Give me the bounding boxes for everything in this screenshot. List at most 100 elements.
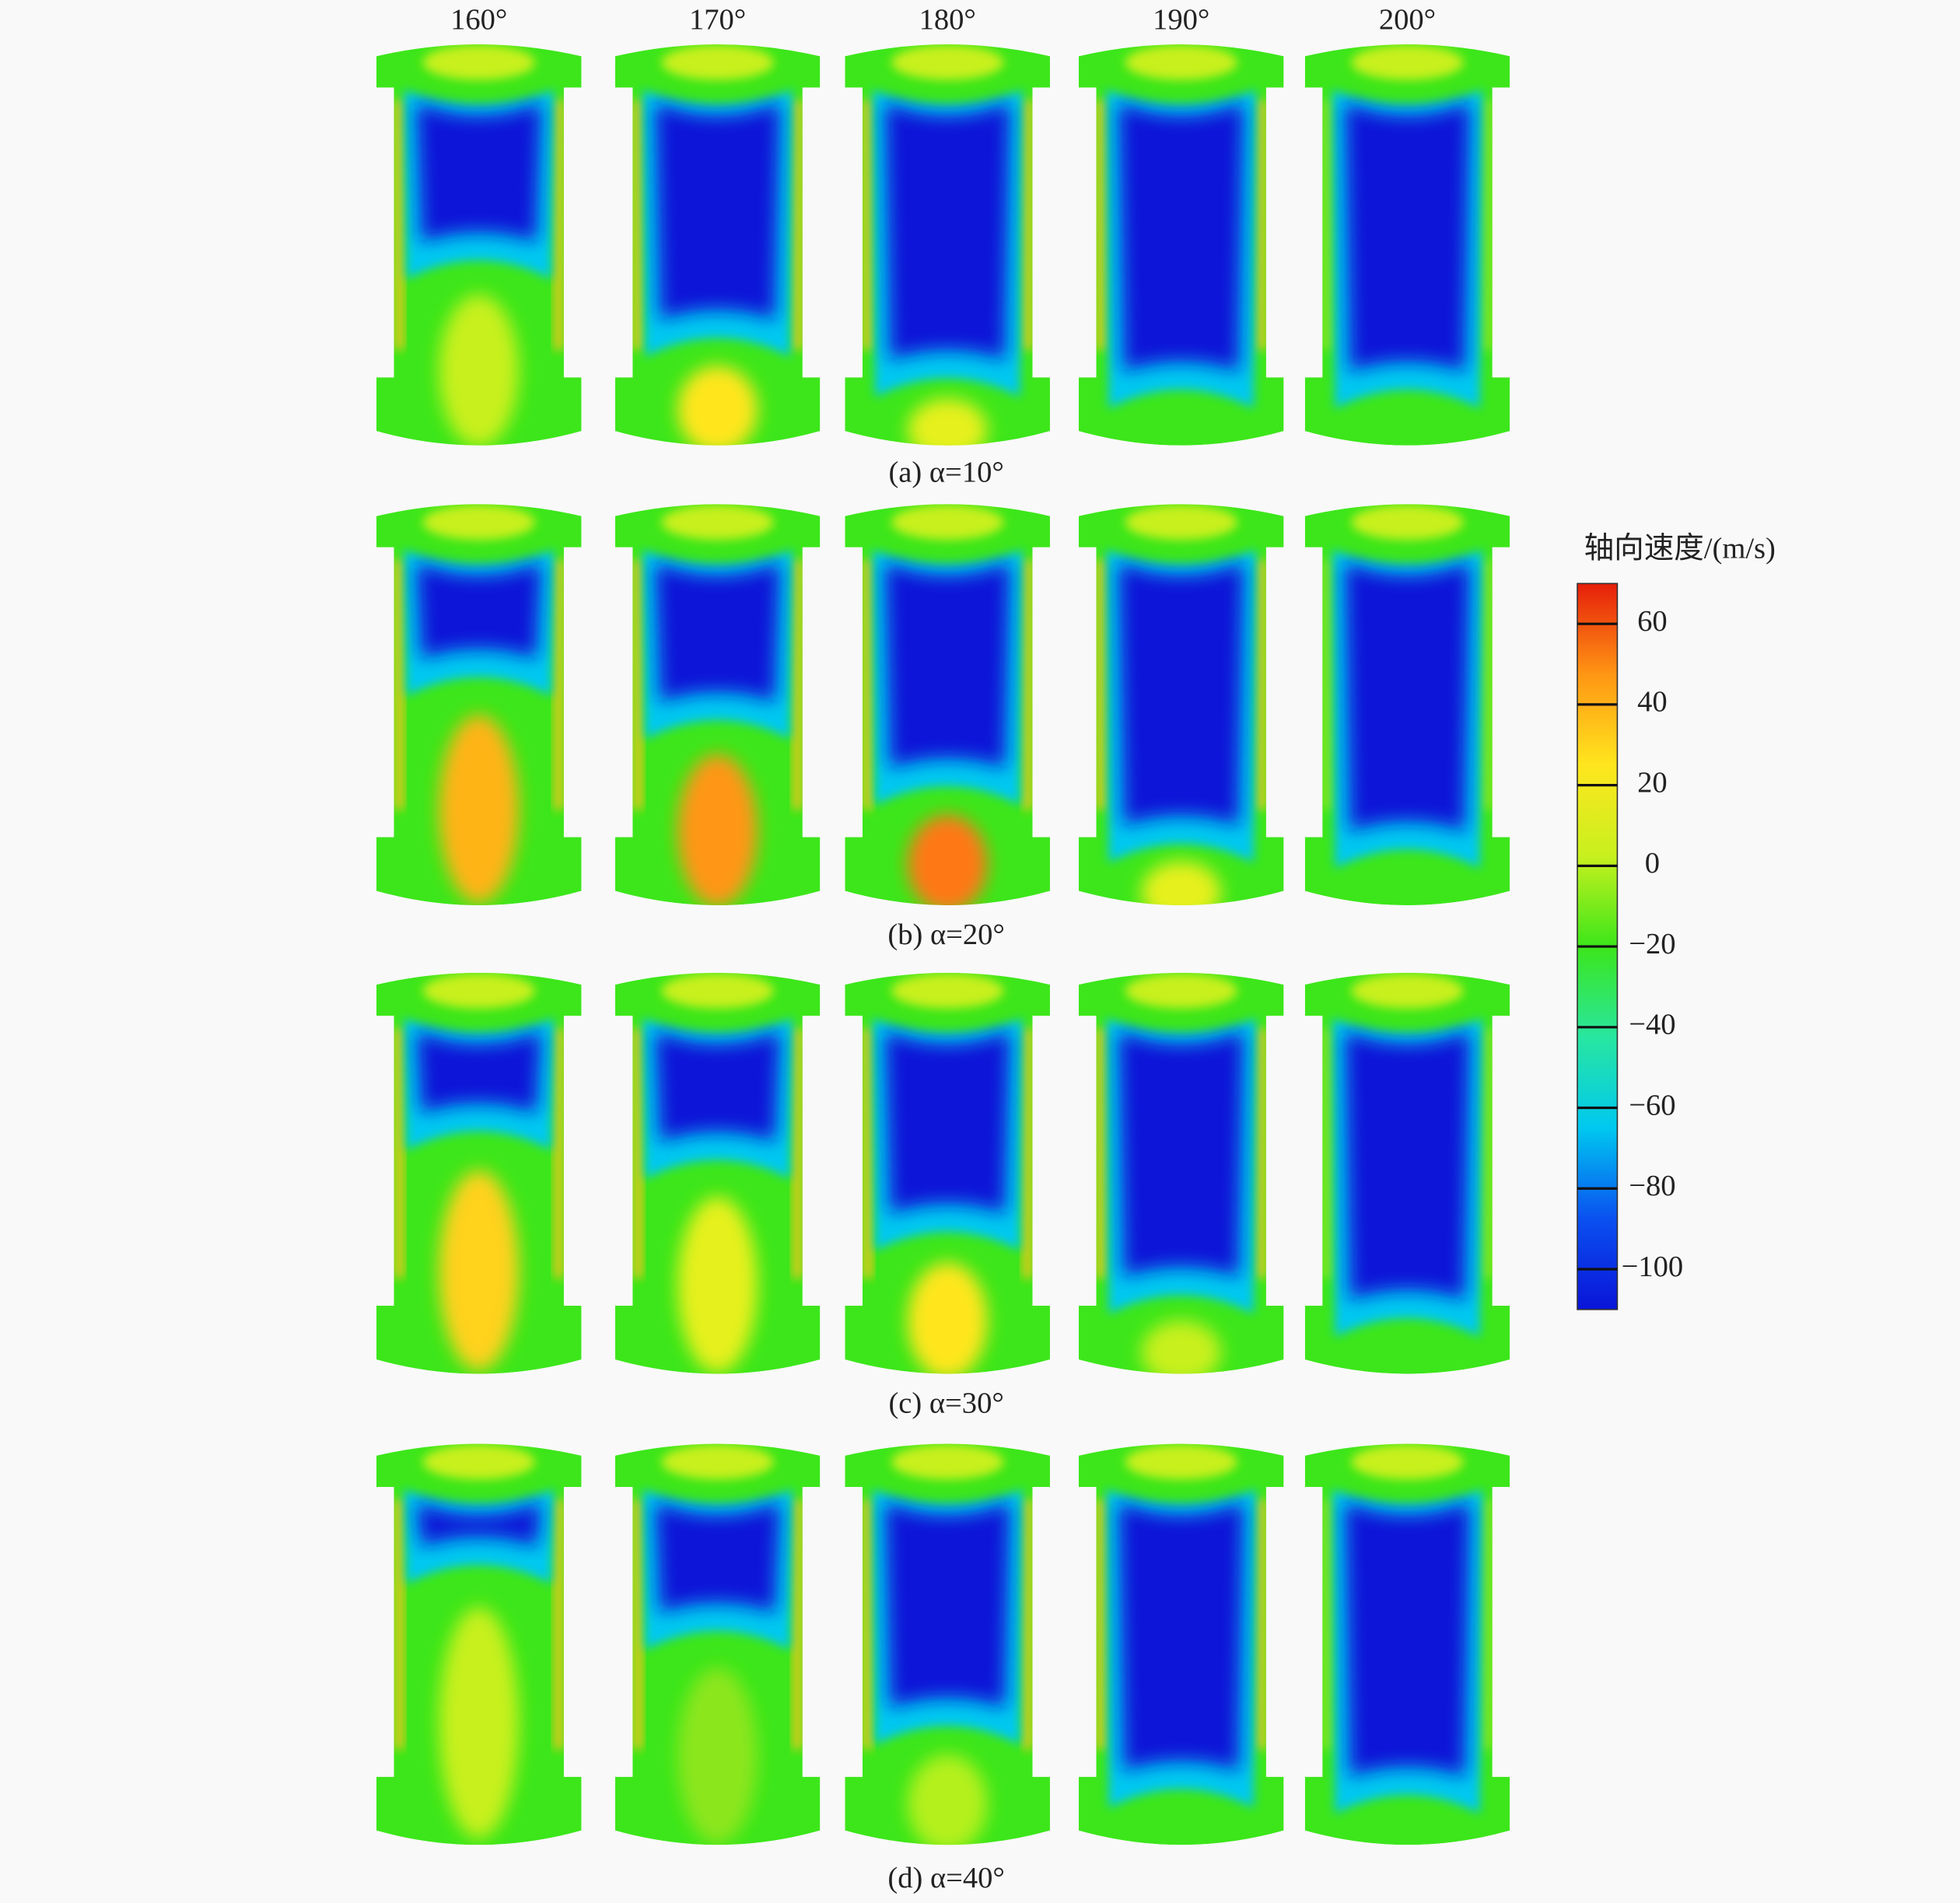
side-band xyxy=(792,1499,803,1750)
side-band xyxy=(1256,1028,1266,1279)
side-band xyxy=(1482,100,1493,350)
contour-panel xyxy=(1078,1443,1284,1845)
blue-core xyxy=(416,562,542,659)
warm-blob xyxy=(677,1196,758,1373)
side-band xyxy=(1022,1499,1033,1750)
colorbar-tick-label: −100 xyxy=(1622,1251,1684,1283)
warm-blob xyxy=(677,754,758,906)
row-caption: (b) α=20° xyxy=(887,918,1004,951)
contour-panel xyxy=(845,972,1050,1374)
contour-panel xyxy=(614,1443,821,1845)
side-band xyxy=(862,559,873,810)
top-blob xyxy=(891,44,1004,80)
top-blob xyxy=(422,44,536,80)
side-band xyxy=(1322,100,1333,350)
blue-core xyxy=(1345,1502,1470,1777)
side-band xyxy=(632,559,643,810)
column-header: 160° xyxy=(450,4,507,37)
side-band xyxy=(394,1499,404,1750)
contour-panel xyxy=(1078,972,1284,1374)
top-blob xyxy=(661,1444,774,1480)
top-blob xyxy=(661,973,774,1009)
colorbar-tick-label: 20 xyxy=(1637,766,1668,799)
blue-core xyxy=(1118,1502,1244,1771)
side-band xyxy=(1322,1028,1333,1279)
side-band xyxy=(554,100,564,350)
top-blob xyxy=(422,973,536,1009)
colorbar-tick-label: −40 xyxy=(1629,1009,1675,1041)
side-band xyxy=(632,1499,643,1750)
blue-core xyxy=(416,1502,542,1547)
top-blob xyxy=(1125,1444,1237,1480)
blue-core xyxy=(884,1502,1010,1708)
column-header: 190° xyxy=(1153,4,1209,37)
blue-core xyxy=(655,1030,780,1142)
colorbar-tick-label: −60 xyxy=(1629,1089,1675,1121)
side-band xyxy=(1096,559,1107,810)
warm-blob xyxy=(439,715,520,904)
warm-blob xyxy=(677,366,758,446)
row-caption: (a) α=10° xyxy=(888,456,1003,488)
contour-panel xyxy=(614,504,821,906)
contour-panel xyxy=(845,504,1050,906)
warm-blob xyxy=(907,1754,988,1845)
contour-panel xyxy=(614,44,821,446)
top-blob xyxy=(1351,505,1464,540)
side-band xyxy=(1096,1499,1107,1750)
warm-blob xyxy=(1141,861,1222,906)
side-band xyxy=(792,100,803,350)
side-band xyxy=(1096,1028,1107,1279)
top-blob xyxy=(1125,973,1237,1009)
top-blob xyxy=(891,505,1004,540)
side-band xyxy=(862,1499,873,1750)
colorbar-tick-label: 0 xyxy=(1645,847,1660,880)
colorbar-tick-label: −80 xyxy=(1629,1170,1675,1202)
warm-blob xyxy=(907,1262,988,1374)
side-band xyxy=(862,1028,873,1279)
contour-panel xyxy=(1078,504,1284,906)
column-header: 200° xyxy=(1379,4,1436,37)
top-blob xyxy=(422,505,536,540)
warm-blob xyxy=(439,294,520,446)
blue-core xyxy=(1118,562,1244,826)
side-band xyxy=(1322,559,1333,810)
colorbar-tick-label: 60 xyxy=(1637,605,1668,638)
warm-blob xyxy=(1141,1320,1222,1374)
side-band xyxy=(1022,559,1033,810)
blue-core xyxy=(416,102,542,242)
side-band xyxy=(554,559,564,810)
contour-panel xyxy=(1304,504,1510,905)
contour-panel xyxy=(376,972,582,1374)
side-band xyxy=(1022,100,1033,350)
blue-core xyxy=(655,562,780,702)
blue-core xyxy=(416,1030,542,1113)
contour-panel xyxy=(376,44,582,446)
side-band xyxy=(632,100,643,350)
top-blob xyxy=(1125,44,1237,80)
blue-core xyxy=(655,1502,780,1613)
side-band xyxy=(1322,1499,1333,1750)
side-band xyxy=(1256,1499,1266,1750)
side-band xyxy=(1482,1028,1493,1279)
side-band xyxy=(394,1028,404,1279)
top-blob xyxy=(1125,505,1237,540)
top-blob xyxy=(891,973,1004,1009)
side-band xyxy=(632,1028,643,1279)
warm-blob xyxy=(907,398,988,446)
colorbar-tick-label: 40 xyxy=(1637,686,1668,719)
top-blob xyxy=(661,44,774,80)
warm-blob xyxy=(677,1667,758,1845)
warm-blob xyxy=(439,1170,520,1371)
side-band xyxy=(1096,100,1107,350)
contour-panel xyxy=(845,1443,1050,1845)
side-band xyxy=(792,1028,803,1279)
side-band xyxy=(1482,559,1493,810)
top-blob xyxy=(422,1444,536,1480)
top-blob xyxy=(1351,973,1464,1009)
contour-panel xyxy=(1304,44,1510,446)
blue-core xyxy=(1118,102,1244,372)
colorbar-tick-label: −20 xyxy=(1629,928,1675,960)
blue-core xyxy=(1345,102,1470,372)
blue-core xyxy=(884,562,1010,768)
side-band xyxy=(1482,1499,1493,1750)
